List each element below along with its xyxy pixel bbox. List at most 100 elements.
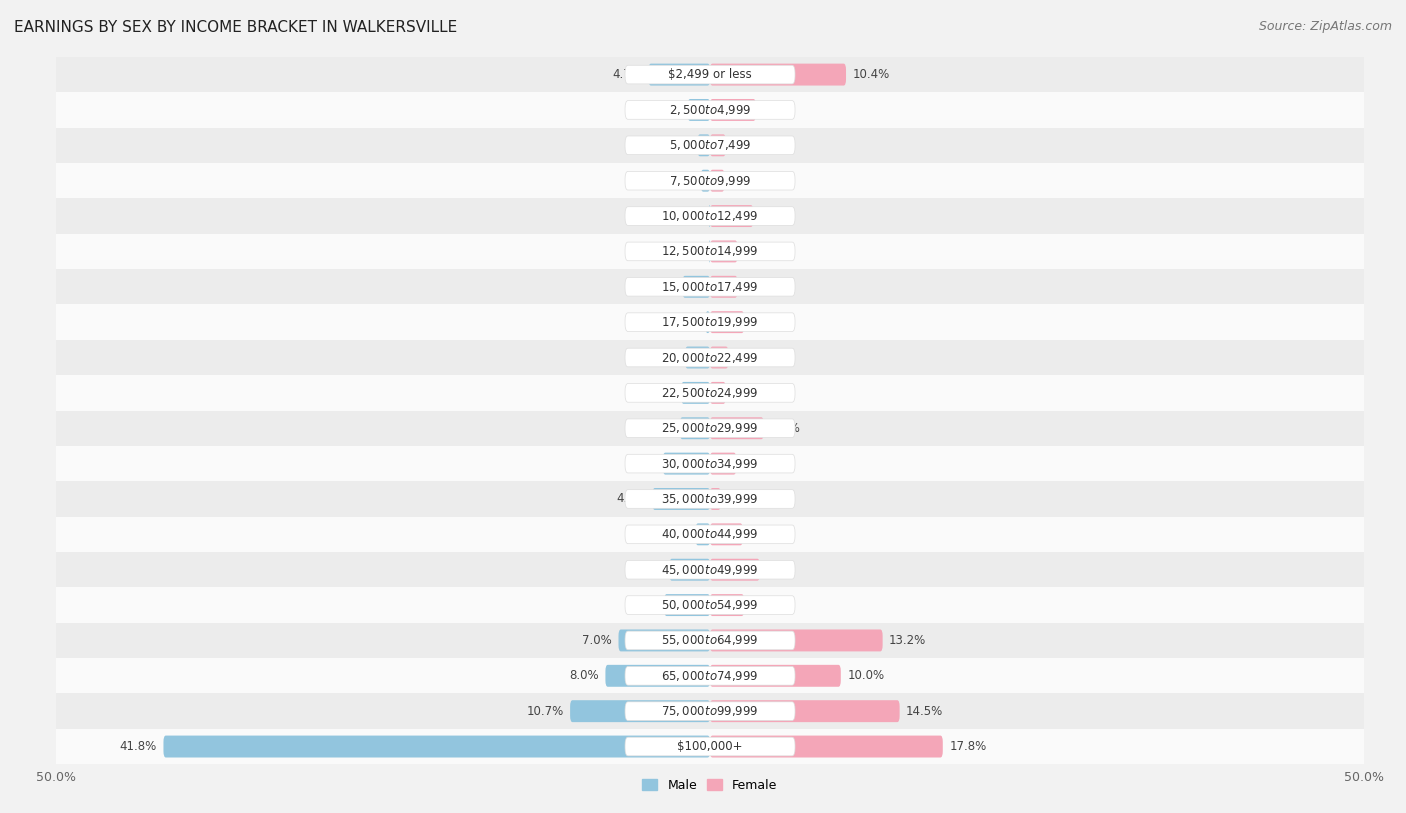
Bar: [652, 488, 710, 510]
Bar: [56, 269, 1364, 304]
FancyBboxPatch shape: [626, 631, 794, 650]
Text: $55,000 to $64,999: $55,000 to $64,999: [661, 633, 759, 647]
Bar: [56, 517, 1364, 552]
FancyBboxPatch shape: [710, 205, 754, 227]
FancyBboxPatch shape: [619, 629, 710, 651]
Text: 2.1%: 2.1%: [744, 280, 773, 293]
Text: 4.7%: 4.7%: [612, 68, 643, 81]
FancyBboxPatch shape: [569, 700, 710, 722]
Text: 2.1%: 2.1%: [647, 280, 676, 293]
FancyBboxPatch shape: [626, 596, 794, 615]
FancyBboxPatch shape: [626, 560, 794, 579]
Bar: [56, 233, 1364, 269]
FancyBboxPatch shape: [710, 134, 725, 156]
FancyBboxPatch shape: [626, 702, 794, 720]
FancyBboxPatch shape: [626, 667, 794, 685]
Bar: [56, 163, 1364, 198]
Text: 0.95%: 0.95%: [654, 139, 692, 152]
Text: $15,000 to $17,499: $15,000 to $17,499: [661, 280, 759, 293]
Text: $12,500 to $14,999: $12,500 to $14,999: [661, 245, 759, 259]
Bar: [688, 99, 710, 121]
Text: Source: ZipAtlas.com: Source: ZipAtlas.com: [1258, 20, 1392, 33]
FancyBboxPatch shape: [710, 453, 737, 475]
FancyBboxPatch shape: [626, 65, 794, 84]
Text: 3.1%: 3.1%: [633, 563, 664, 576]
Text: 8.0%: 8.0%: [569, 669, 599, 682]
FancyBboxPatch shape: [710, 99, 756, 121]
FancyBboxPatch shape: [682, 382, 710, 404]
FancyBboxPatch shape: [664, 453, 710, 475]
Bar: [56, 659, 1364, 693]
Bar: [56, 198, 1364, 234]
Text: 10.0%: 10.0%: [848, 669, 884, 682]
FancyBboxPatch shape: [685, 346, 710, 368]
Bar: [56, 411, 1364, 446]
FancyBboxPatch shape: [626, 419, 794, 437]
FancyBboxPatch shape: [682, 276, 710, 298]
Text: $22,500 to $24,999: $22,500 to $24,999: [661, 386, 759, 400]
Text: 2.0%: 2.0%: [742, 457, 772, 470]
Text: $20,000 to $22,499: $20,000 to $22,499: [661, 350, 759, 364]
Text: 1.9%: 1.9%: [648, 351, 679, 364]
FancyBboxPatch shape: [696, 524, 710, 546]
FancyBboxPatch shape: [626, 348, 794, 367]
Bar: [697, 134, 710, 156]
Bar: [696, 524, 710, 546]
FancyBboxPatch shape: [626, 277, 794, 296]
FancyBboxPatch shape: [664, 594, 710, 616]
FancyBboxPatch shape: [710, 488, 721, 510]
Bar: [569, 700, 710, 722]
FancyBboxPatch shape: [626, 454, 794, 473]
FancyBboxPatch shape: [626, 384, 794, 402]
Bar: [700, 170, 710, 192]
FancyBboxPatch shape: [626, 737, 794, 756]
Bar: [56, 376, 1364, 411]
Bar: [56, 693, 1364, 729]
FancyBboxPatch shape: [626, 242, 794, 261]
Bar: [685, 346, 710, 368]
Legend: Male, Female: Male, Female: [637, 774, 783, 797]
Text: 0.82%: 0.82%: [727, 493, 765, 506]
Text: $2,499 or less: $2,499 or less: [668, 68, 752, 81]
Text: 3.8%: 3.8%: [766, 563, 796, 576]
Bar: [648, 63, 710, 85]
FancyBboxPatch shape: [626, 489, 794, 508]
Text: $5,000 to $7,499: $5,000 to $7,499: [669, 138, 751, 152]
Bar: [669, 559, 710, 580]
Text: $10,000 to $12,499: $10,000 to $12,499: [661, 209, 759, 223]
Bar: [664, 453, 710, 475]
Text: 0.7%: 0.7%: [665, 174, 695, 187]
Text: 4.1%: 4.1%: [770, 422, 800, 435]
FancyBboxPatch shape: [710, 417, 763, 439]
Text: 13.2%: 13.2%: [889, 634, 927, 647]
FancyBboxPatch shape: [626, 207, 794, 225]
Text: 0.35%: 0.35%: [662, 315, 699, 328]
Bar: [56, 92, 1364, 128]
FancyBboxPatch shape: [710, 524, 742, 546]
Text: 1.2%: 1.2%: [733, 139, 762, 152]
FancyBboxPatch shape: [688, 99, 710, 121]
FancyBboxPatch shape: [710, 346, 728, 368]
Text: 10.4%: 10.4%: [852, 68, 890, 81]
Text: $7,500 to $9,999: $7,500 to $9,999: [669, 174, 751, 188]
Text: 3.5%: 3.5%: [628, 598, 658, 611]
Text: $65,000 to $74,999: $65,000 to $74,999: [661, 669, 759, 683]
Text: EARNINGS BY SEX BY INCOME BRACKET IN WALKERSVILLE: EARNINGS BY SEX BY INCOME BRACKET IN WAL…: [14, 20, 457, 35]
Text: 0.0%: 0.0%: [673, 245, 703, 258]
Text: $35,000 to $39,999: $35,000 to $39,999: [661, 492, 759, 506]
Text: $50,000 to $54,999: $50,000 to $54,999: [661, 598, 759, 612]
Bar: [56, 587, 1364, 623]
Text: 1.4%: 1.4%: [735, 351, 765, 364]
FancyBboxPatch shape: [700, 170, 710, 192]
FancyBboxPatch shape: [710, 382, 725, 404]
FancyBboxPatch shape: [648, 63, 710, 85]
Bar: [56, 340, 1364, 375]
FancyBboxPatch shape: [710, 276, 738, 298]
FancyBboxPatch shape: [706, 311, 710, 333]
FancyBboxPatch shape: [710, 311, 744, 333]
Bar: [664, 594, 710, 616]
Bar: [56, 552, 1364, 587]
Text: $45,000 to $49,999: $45,000 to $49,999: [661, 563, 759, 576]
Bar: [56, 57, 1364, 92]
Text: 2.6%: 2.6%: [751, 598, 780, 611]
